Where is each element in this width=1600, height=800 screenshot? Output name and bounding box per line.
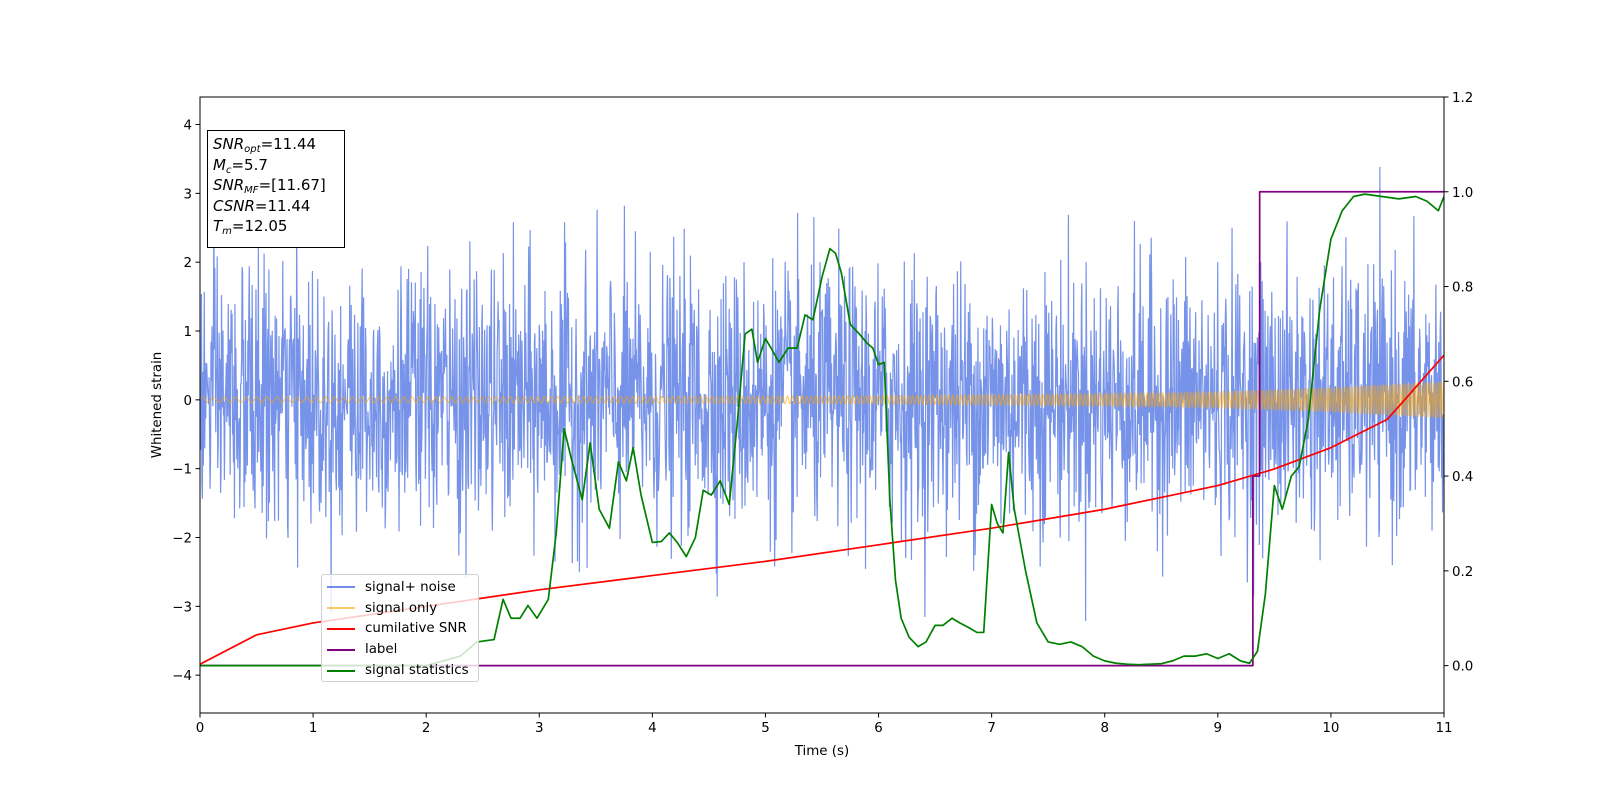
y-right-tick-label: 1.0 xyxy=(1452,186,1473,201)
plot-frame xyxy=(199,96,1445,714)
y-tick-label: −4 xyxy=(172,669,192,684)
x-tick-label: 10 xyxy=(1322,721,1339,736)
x-tick-label: 6 xyxy=(874,721,883,736)
x-tick-label: 7 xyxy=(987,721,996,736)
legend-entry: signal statistics xyxy=(327,660,478,681)
legend-swatch xyxy=(327,586,355,589)
legend-swatch xyxy=(327,627,355,630)
y-tick-label: 4 xyxy=(183,119,192,134)
legend: signal+ noise signal only cumilative SNR… xyxy=(321,574,479,682)
x-tick-label: 4 xyxy=(648,721,657,736)
legend-label: signal only xyxy=(365,600,438,616)
signal-only-series xyxy=(200,381,1444,419)
x-tick-label: 5 xyxy=(761,721,770,736)
y-right-tick-label: 0.2 xyxy=(1452,565,1473,580)
x-tick-label: 0 xyxy=(196,721,205,736)
legend-swatch xyxy=(327,607,355,610)
legend-entry: label xyxy=(327,639,478,660)
label-line xyxy=(200,190,1444,667)
csnr-line: CSNR=11.44 xyxy=(213,196,311,215)
y-right-tick-label: 0.0 xyxy=(1452,660,1473,675)
legend-label: signal statistics xyxy=(365,663,469,679)
signal-noise-line xyxy=(200,166,1444,621)
y-right-tick-label: 0.6 xyxy=(1452,375,1473,390)
signal-noise-series xyxy=(200,166,1444,621)
legend-swatch xyxy=(327,648,355,651)
y-right-tick-label: 0.8 xyxy=(1452,281,1473,296)
y-tick-label: 1 xyxy=(183,325,192,340)
x-tick-label: 2 xyxy=(422,721,431,736)
x-axis-label: Time (s) xyxy=(794,744,849,759)
y-right-tick-label: 0.4 xyxy=(1452,470,1473,485)
signal-only-line xyxy=(200,381,1444,419)
x-tick-label: 1 xyxy=(309,721,318,736)
legend-entry: signal+ noise xyxy=(327,577,478,598)
legend-swatch xyxy=(327,669,355,672)
y-axis-left-ticks: −4 −3 −2 −1 0 1 2 3 4 xyxy=(172,119,200,684)
snr-opt-line: SNRopt=11.44 xyxy=(213,135,317,155)
y-right-tick-label: 1.2 xyxy=(1452,91,1473,106)
snr-annotation-box: SNRopt=11.44 Mc=5.7 SNRMF=[11.67] CSNR=1… xyxy=(207,130,345,248)
y-tick-label: 2 xyxy=(183,256,192,271)
y-axis-right-ticks: 0.0 0.2 0.4 0.6 0.8 1.0 1.2 xyxy=(1444,91,1473,675)
legend-label: cumilative SNR xyxy=(365,621,467,637)
signal-statistics-line xyxy=(200,193,1444,667)
snr-mf-line: SNRMF=[11.67] xyxy=(213,176,326,196)
mc-line: Mc=5.7 xyxy=(213,155,268,176)
y-axis-label: Whitened strain xyxy=(150,352,165,459)
y-tick-label: −1 xyxy=(172,463,192,478)
y-tick-label: 3 xyxy=(183,187,192,202)
y-tick-label: 0 xyxy=(183,394,192,409)
y-tick-label: −2 xyxy=(172,531,192,546)
x-tick-label: 3 xyxy=(535,721,544,736)
y-tick-label: −3 xyxy=(172,600,192,615)
tm-line: Tm=12.05 xyxy=(213,217,288,237)
legend-label: signal+ noise xyxy=(365,579,456,595)
x-tick-label: 9 xyxy=(1214,721,1223,736)
legend-entry: signal only xyxy=(327,598,478,619)
x-tick-label: 11 xyxy=(1435,721,1452,736)
x-axis-ticks: 0 1 2 3 4 5 6 7 8 9 10 11 xyxy=(196,713,1453,736)
legend-entry: cumilative SNR xyxy=(327,619,478,640)
legend-label: label xyxy=(365,642,398,658)
x-tick-label: 8 xyxy=(1100,721,1109,736)
